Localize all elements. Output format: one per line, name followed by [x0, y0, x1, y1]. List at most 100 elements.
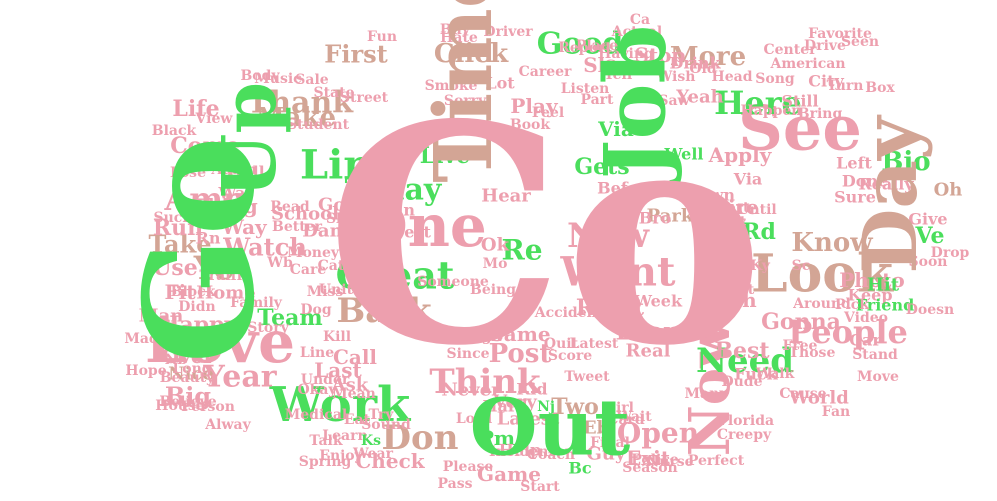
word-tweet: Tweet: [564, 369, 610, 385]
word-bro: Bro: [639, 209, 672, 228]
word-traffic: Traffic: [199, 268, 250, 284]
word-ft: Ft: [738, 282, 755, 298]
word-exit: Exit: [626, 446, 671, 470]
word-seen: Seen: [841, 34, 879, 50]
word-sure: Sure: [834, 188, 876, 207]
word-career: Career: [519, 64, 572, 80]
word-car: Car: [849, 331, 881, 350]
word-hit: Hit: [867, 275, 900, 296]
word-hire: Hire: [709, 195, 759, 219]
word-box: Box: [865, 80, 895, 96]
word-same: Same: [489, 322, 550, 346]
word-call: Call: [333, 345, 377, 369]
word-ve: Ve: [914, 223, 944, 249]
word-ky: Ky: [750, 258, 771, 274]
word-didn: Didn: [178, 299, 215, 315]
word-line: Line: [300, 345, 334, 361]
word-american: American: [769, 56, 845, 72]
word-music: Music: [254, 71, 301, 87]
word-season: Season: [622, 460, 678, 476]
word-final: Final: [590, 435, 630, 451]
word-go: Go: [112, 136, 288, 364]
word-mo: Mo: [483, 256, 508, 272]
word-cool: Cool: [201, 212, 236, 228]
word-sorry: Sorry: [444, 93, 487, 109]
word-driver: Driver: [483, 24, 533, 40]
word-ask: Ask: [331, 375, 369, 396]
word-listen: Listen: [561, 81, 610, 97]
word-hope: Hope: [125, 363, 166, 379]
word-old: Old: [689, 61, 717, 77]
word-open: Open: [617, 417, 699, 450]
word-more: More: [670, 42, 746, 72]
word-ok: Ok: [481, 235, 510, 256]
word-song: Song: [755, 71, 795, 87]
word-believe: Believe: [159, 394, 216, 410]
word-show: Show: [583, 53, 643, 77]
word-house: House: [155, 398, 205, 414]
word-wait: Wait: [615, 409, 652, 425]
word-creepy: Creepy: [717, 427, 772, 443]
word-drink: Drink: [669, 54, 721, 73]
word-dude: Dude: [721, 374, 762, 390]
word-team: Team: [257, 305, 322, 331]
word-through: Through: [434, 329, 501, 345]
word-unit: Unit: [319, 282, 354, 298]
word-top: Top: [342, 235, 370, 251]
word-stop: Stop: [634, 43, 685, 67]
word-place: Place: [576, 38, 618, 54]
word-family: Family: [230, 295, 283, 311]
word-such: Such: [154, 210, 193, 226]
word-time: Time: [416, 0, 510, 183]
word-photo: Photo: [839, 268, 905, 292]
word-life: Life: [172, 96, 219, 122]
word-beauty: Beauty: [160, 370, 215, 386]
word-god: God: [318, 195, 358, 216]
word-nb: Nb: [165, 352, 188, 368]
word-doesn: Doesn: [906, 302, 954, 318]
word-street: Street: [340, 90, 389, 106]
word-don: Don: [382, 418, 459, 458]
word-miss: Miss: [307, 284, 344, 300]
word-left: Left: [836, 154, 872, 173]
word-take: Take: [148, 230, 211, 259]
word-first: First: [324, 40, 387, 69]
word-again: Again: [210, 162, 256, 178]
word-check: Check: [355, 449, 425, 473]
word-wb: Wb: [266, 255, 293, 271]
word-love: Love: [145, 308, 295, 376]
word-having: Having: [598, 46, 654, 62]
word-spring: Spring: [299, 454, 352, 470]
word-great: Great: [336, 253, 455, 298]
word-hate: Hate: [440, 30, 478, 46]
word-play: Play: [510, 94, 559, 118]
word-block: Block: [171, 284, 216, 300]
word-nj: Nj: [537, 399, 555, 415]
word-view: View: [195, 111, 234, 127]
word-dog: Dog: [300, 302, 331, 318]
word-lo: Lo: [719, 246, 741, 265]
word-bc: Bc: [568, 459, 592, 478]
word-amp: Amp: [163, 180, 245, 218]
word-city: City: [808, 72, 844, 91]
word-work: Work: [269, 377, 412, 433]
word-sb: Sb: [326, 211, 346, 227]
word-someone: Someone: [417, 274, 489, 290]
word-happen: Happen: [741, 103, 802, 119]
word-move: Move: [857, 369, 899, 385]
word-please: Please: [443, 459, 494, 475]
word-coach: Coach: [527, 447, 575, 463]
word-two: Two: [551, 394, 599, 420]
word-co: Co: [326, 59, 765, 412]
word-gonna: Gonna: [761, 309, 841, 335]
word-over: Over: [162, 344, 215, 368]
word-favorite: Favorite: [808, 26, 872, 42]
word-stand: Stand: [852, 347, 898, 363]
word-one: One: [357, 192, 487, 260]
word-even: Even: [616, 317, 681, 346]
word-keep: Keep: [847, 286, 892, 305]
word-better: Better: [272, 219, 323, 235]
word-best: Best: [714, 338, 770, 364]
word-big: Big: [165, 382, 211, 411]
